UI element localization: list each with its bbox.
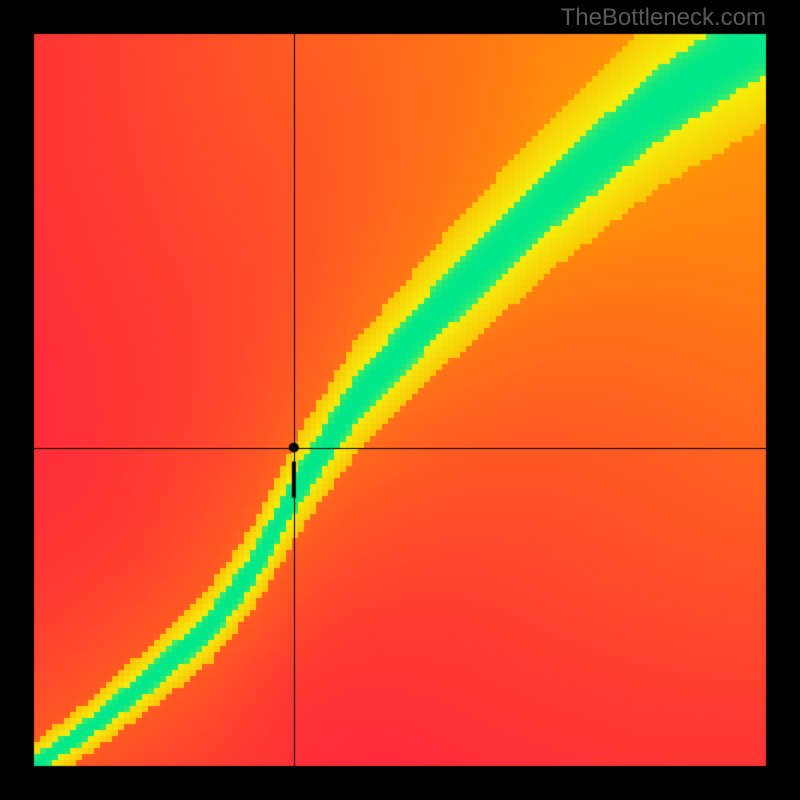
watermark-text: TheBottleneck.com (561, 4, 766, 32)
chart-container: TheBottleneck.com (0, 0, 800, 800)
bottleneck-heatmap (0, 0, 800, 800)
